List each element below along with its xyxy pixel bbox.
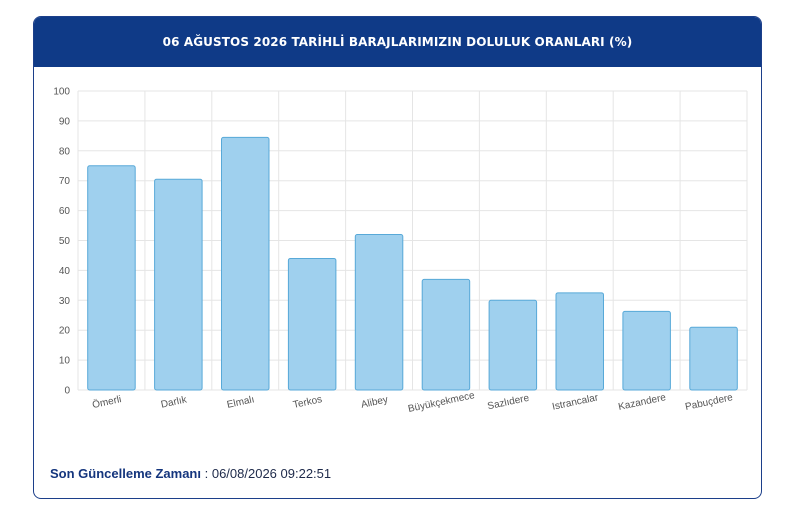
bar-elmalı bbox=[221, 136, 270, 391]
bar-chart: 0 10 20 30 40 50 60 70 80 90 100 Ömerli Darlık Elmal… bbox=[53, 87, 748, 415]
x-tick-label: Darlık bbox=[160, 394, 189, 410]
bar-sazlıdere bbox=[488, 299, 538, 391]
bar-terkos bbox=[287, 257, 337, 391]
y-tick-label: 20 bbox=[59, 326, 71, 337]
x-tick-label: Pabuçdere bbox=[684, 392, 734, 413]
y-tick-label: 60 bbox=[59, 206, 71, 217]
bar-alibey bbox=[354, 234, 404, 391]
x-tick-label: Büyükçekmece bbox=[407, 390, 476, 415]
x-tick-label: Sazlıdere bbox=[487, 393, 531, 413]
x-tick-label: Kazandere bbox=[617, 392, 667, 413]
y-tick-label: 70 bbox=[59, 176, 71, 187]
last-update: Son Güncelleme Zamanı : 06/08/2026 09:22… bbox=[50, 466, 331, 481]
chart-card: 06 AĞUSTOS 2026 TARİHLİ BARAJLARIMIZIN D… bbox=[33, 16, 762, 499]
x-tick-label: Terkos bbox=[292, 394, 323, 411]
bar-pabuçdere bbox=[689, 326, 738, 391]
y-tick-label: 100 bbox=[53, 87, 70, 98]
x-tick-label: Alibey bbox=[360, 394, 389, 410]
last-update-separator: : bbox=[201, 466, 212, 481]
y-axis-ticks: 0 10 20 30 40 50 60 70 80 90 100 bbox=[53, 87, 70, 397]
bar-darlık bbox=[154, 178, 203, 391]
y-tick-label: 10 bbox=[59, 356, 71, 367]
bar-kazandere bbox=[622, 310, 671, 391]
x-tick-label: Istrancalar bbox=[551, 392, 600, 413]
y-tick-label: 50 bbox=[59, 236, 71, 247]
bar-ömerli bbox=[87, 165, 136, 391]
x-tick-label: Ömerli bbox=[91, 393, 122, 411]
y-tick-label: 80 bbox=[59, 146, 71, 157]
chart-title: 06 AĞUSTOS 2026 TARİHLİ BARAJLARIMIZIN D… bbox=[34, 17, 761, 67]
x-axis-ticks: Ömerli Darlık Elmalı Terkos Alibey Büyükçekme… bbox=[91, 390, 734, 415]
y-tick-label: 0 bbox=[64, 386, 70, 397]
last-update-value: 06/08/2026 09:22:51 bbox=[211, 466, 332, 481]
last-update-label: Son Güncelleme Zamanı bbox=[50, 466, 201, 481]
bar-istrancalar bbox=[555, 292, 604, 391]
y-tick-label: 40 bbox=[59, 266, 71, 277]
y-tick-label: 90 bbox=[59, 116, 71, 127]
bars bbox=[87, 136, 738, 391]
y-tick-label: 30 bbox=[59, 296, 71, 307]
bar-büyükçekmece bbox=[421, 278, 471, 391]
x-tick-label: Elmalı bbox=[226, 394, 255, 411]
